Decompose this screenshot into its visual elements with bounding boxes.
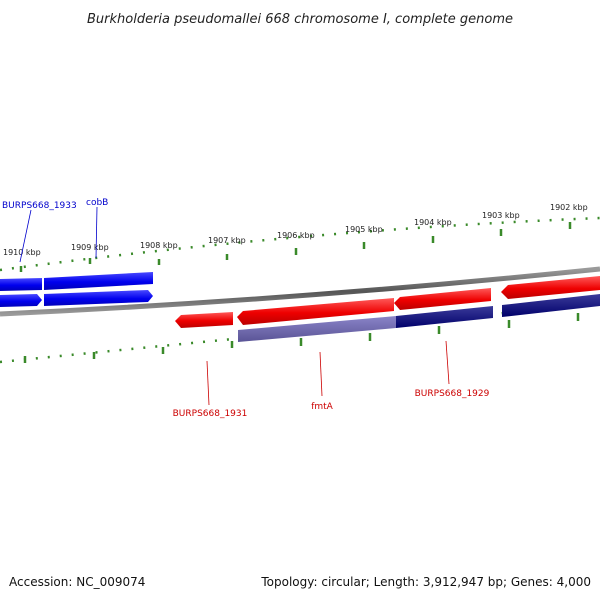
inner-scale-major-ticks (23, 313, 580, 363)
outer-scale-dots (0, 216, 600, 272)
genome-summary-text: Topology: circular; Length: 3,912,947 bp… (260, 575, 591, 589)
leader-line-burps668-1933 (19, 209, 32, 263)
forward-gene-arrow[interactable] (44, 290, 153, 306)
reverse-cds (238, 294, 600, 342)
gene-label-burps668-1933[interactable]: BURPS668_1933 (2, 201, 77, 211)
gene-label-fmta[interactable]: fmtA (311, 402, 333, 412)
forward-gene-arrow[interactable] (0, 294, 42, 307)
cds-block[interactable] (396, 306, 493, 328)
gene-label-cobb[interactable]: cobB (86, 198, 108, 208)
scale-label: 1903 kbp (482, 211, 520, 220)
genome-backbone (0, 266, 600, 317)
reverse-gene-arrow[interactable] (394, 288, 491, 310)
outer-scale (0, 216, 600, 272)
scale-label: 1902 kbp (550, 203, 588, 212)
reverse-gene-arrow[interactable] (237, 298, 394, 325)
leader-line-burps668-1929 (445, 340, 450, 385)
scale-label: 1905 kbp (345, 225, 383, 234)
scale-label: 1906 kbp (277, 231, 315, 240)
forward-gene-arrow[interactable] (0, 278, 42, 291)
leader-line-cobb (95, 206, 98, 259)
scale-label: 1904 kbp (414, 218, 452, 227)
reverse-genes (175, 276, 600, 328)
outer-scale-major-ticks (19, 222, 572, 272)
leader-line-fmta (319, 351, 323, 397)
page-title: Burkholderia pseudomallei 668 chromosome… (87, 12, 513, 27)
reverse-gene-arrow[interactable] (175, 312, 233, 328)
gene-label-burps668-1931[interactable]: BURPS668_1931 (173, 409, 248, 419)
gene-label-burps668-1929[interactable]: BURPS668_1929 (415, 389, 490, 399)
scale-label: 1907 kbp (208, 236, 246, 245)
forward-gene-arrow[interactable] (44, 272, 153, 290)
scale-label: 1909 kbp (71, 243, 109, 252)
forward-genes (0, 272, 153, 307)
accession-text: Accession: NC_009074 (9, 575, 145, 589)
leader-line-burps668-1931 (206, 360, 210, 406)
label-leaders (19, 206, 450, 406)
reverse-gene-arrow[interactable] (501, 276, 600, 299)
cds-block-fmta[interactable] (238, 316, 396, 342)
gene-labels: BURPS668_1933 cobB BURPS668_1931 fmtA BU… (2, 198, 490, 419)
scale-label: 1908 kbp (140, 241, 178, 250)
cds-block[interactable] (502, 294, 600, 317)
